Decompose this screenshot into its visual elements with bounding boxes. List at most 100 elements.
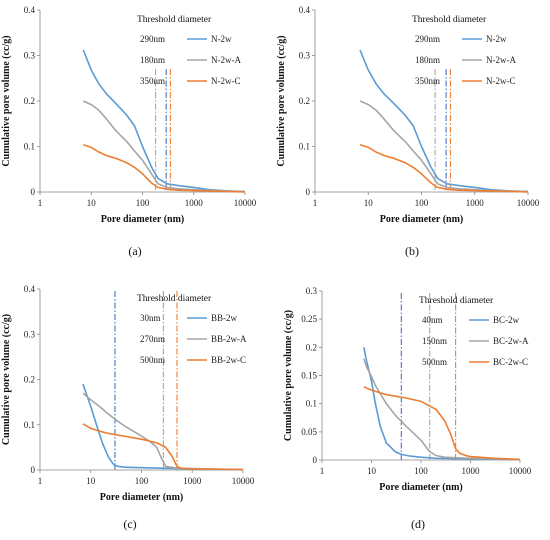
- threshold-label: 500nm: [422, 357, 447, 367]
- y-tick-label: 0.4: [24, 5, 36, 15]
- legend-title: Threshold diameter: [419, 296, 494, 306]
- y-tick-label: 0.2: [24, 96, 35, 106]
- y-tick-label: 0.3: [24, 51, 36, 61]
- legend-entry: N-2w: [486, 34, 507, 44]
- series-line-N-2w-A: [359, 100, 529, 193]
- legend-entry: N-2w-C: [486, 76, 516, 86]
- y-tick-label: 0.3: [306, 286, 318, 296]
- y-tick-label: 0: [31, 187, 36, 197]
- x-tick-label: 10: [364, 198, 374, 208]
- legend-entry: BC-2w-A: [493, 336, 529, 346]
- x-tick-label: 1: [38, 198, 43, 208]
- y-tick-label: 0.4: [24, 284, 36, 294]
- x-axis-label: Pore diameter (nm): [101, 214, 185, 225]
- legend-entry: BB-2w-A: [211, 334, 247, 344]
- x-tick-label: 1: [38, 476, 43, 486]
- y-tick-label: 0.1: [306, 399, 317, 409]
- y-tick-label: 0: [31, 465, 36, 475]
- y-axis-label: Cumulative pore volume (cc/g): [276, 35, 287, 166]
- y-tick-label: 0: [313, 455, 318, 465]
- x-tick-label: 100: [135, 476, 149, 486]
- chart-panel-3: 0 0.1 0.2 0.3 0.4 1 10 100 1000 10000 Pore diamete…: [1, 284, 255, 531]
- threshold-label: 350nm: [415, 76, 440, 86]
- series-line-N-2w-A: [82, 100, 246, 193]
- y-tick-label: 0.15: [301, 371, 317, 381]
- legend-entry: BB-2w-C: [211, 355, 246, 365]
- y-tick-label: 0.3: [299, 51, 311, 61]
- legend-entry: BC-2w-C: [493, 357, 528, 367]
- x-axis-label: Pore diameter (nm): [379, 482, 463, 493]
- x-tick-label: 1000: [185, 198, 204, 208]
- threshold-label: 150nm: [422, 336, 447, 346]
- x-tick-label: 1: [313, 198, 318, 208]
- x-tick-label: 1000: [466, 198, 485, 208]
- legend-entry: BB-2w: [211, 313, 238, 323]
- series-line-N-2w-C: [359, 143, 529, 193]
- legend-entry: N-2w-A: [486, 55, 516, 65]
- legend-entry: N-2w-A: [211, 55, 241, 65]
- y-tick-label: 0.25: [301, 314, 317, 324]
- x-tick-label: 10000: [517, 198, 540, 208]
- series-line-BC-2w: [363, 347, 521, 461]
- y-tick-label: 0.1: [24, 420, 35, 430]
- legend-entry: N-2w-C: [211, 76, 241, 86]
- y-tick-label: 0.4: [299, 5, 311, 15]
- threshold-label: 40nm: [422, 315, 443, 325]
- x-tick-label: 100: [414, 466, 428, 476]
- x-tick-label: 10: [367, 466, 377, 476]
- x-axis-label: Pore diameter (nm): [380, 214, 464, 225]
- threshold-label: 290nm: [415, 34, 440, 44]
- series-line-N-2w: [82, 49, 246, 193]
- x-tick-label: 1000: [462, 466, 481, 476]
- y-tick-label: 0: [306, 187, 311, 197]
- chart-panel-1: 0 0.1 0.2 0.3 0.4 1 10 100 1000 10000 Pore diamete…: [1, 5, 257, 258]
- y-axis-label: Cumulative pore volume (cc/g): [1, 314, 12, 445]
- series-line-BC-2w-C: [363, 386, 521, 461]
- x-tick-label: 10000: [234, 198, 257, 208]
- legend-title: Threshold diameter: [137, 15, 212, 25]
- y-tick-label: 0.1: [299, 142, 310, 152]
- series-line-N-2w: [359, 49, 529, 193]
- threshold-label: 350nm: [140, 76, 165, 86]
- x-axis-label: Pore diameter (nm): [100, 492, 184, 503]
- y-tick-label: 0.05: [301, 427, 317, 437]
- threshold-label: 180nm: [140, 55, 165, 65]
- series-line-BB-2w-A: [82, 392, 244, 471]
- legend-title: Threshold diameter: [412, 15, 487, 25]
- x-tick-label: 10: [86, 476, 96, 486]
- y-tick-label: 0.3: [24, 329, 36, 339]
- panel-label: (c): [123, 517, 136, 531]
- x-tick-label: 10000: [232, 476, 255, 486]
- y-axis-label: Cumulative pore volume (cc/g): [1, 35, 12, 166]
- chart-panel-2: 0 0.1 0.2 0.3 0.4 1 10 100 1000 10000 Pore diamete…: [276, 5, 540, 258]
- series-line-BC-2w-A: [363, 358, 521, 461]
- series-line-N-2w-C: [83, 143, 246, 193]
- y-axis-label: Cumulative pore volume (cc/g): [283, 310, 294, 441]
- x-tick-label: 100: [415, 198, 429, 208]
- panel-label: (d): [411, 517, 425, 531]
- threshold-label: 290nm: [140, 34, 165, 44]
- x-tick-label: 10: [87, 198, 97, 208]
- y-tick-label: 0.2: [299, 96, 310, 106]
- x-tick-label: 10000: [509, 466, 532, 476]
- legend-entry: BC-2w: [493, 315, 520, 325]
- threshold-label: 180nm: [415, 55, 440, 65]
- threshold-label: 270nm: [140, 334, 165, 344]
- y-tick-label: 0.2: [24, 375, 35, 385]
- series-line-BB-2w-C: [82, 423, 244, 471]
- x-tick-label: 100: [136, 198, 150, 208]
- legend-title: Threshold diameter: [137, 294, 212, 304]
- panel-label: (b): [405, 244, 419, 258]
- y-tick-label: 0.1: [24, 142, 35, 152]
- threshold-label: 30nm: [140, 313, 161, 323]
- legend-entry: N-2w: [211, 34, 232, 44]
- threshold-label: 500nm: [140, 355, 165, 365]
- panel-label: (a): [128, 244, 141, 258]
- y-tick-label: 0.2: [306, 342, 317, 352]
- x-tick-label: 1000: [183, 476, 202, 486]
- x-tick-label: 1: [320, 466, 325, 476]
- series-line-BB-2w: [82, 383, 244, 471]
- chart-panel-4: 0 0.05 0.1 0.15 0.2 0.25 0.3 1 10 100 1000 10000 Por…: [283, 286, 532, 531]
